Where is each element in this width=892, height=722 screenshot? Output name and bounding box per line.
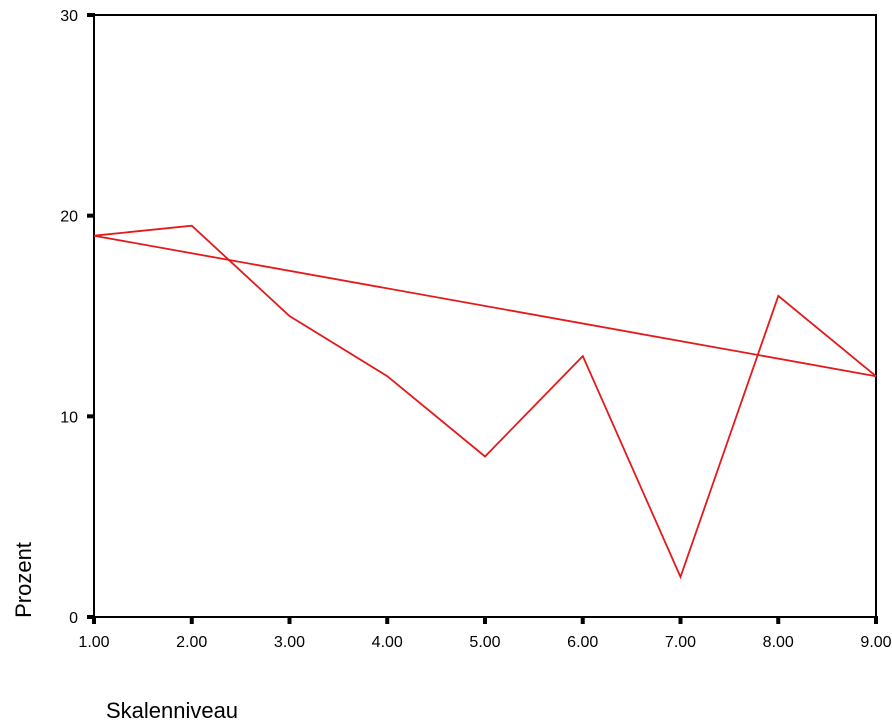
y-axis-title: Prozent — [11, 542, 36, 618]
plot-frame — [93, 14, 877, 618]
x-tick-label: 5.00 — [469, 634, 500, 651]
y-tick-label: 20 — [60, 209, 78, 226]
series-line — [93, 224, 877, 580]
x-tick-label: 7.00 — [665, 634, 696, 651]
series-layer — [93, 224, 877, 580]
y-tick-label: 30 — [60, 8, 78, 25]
x-tick-label: 9.00 — [860, 634, 891, 651]
trend-line — [93, 234, 877, 378]
x-tick-label: 8.00 — [763, 634, 794, 651]
x-tick-label: 6.00 — [567, 634, 598, 651]
y-tick-label: 10 — [60, 409, 78, 426]
ticks: 0 10 20 30 1.00 2.00 3.00 4.00 5.00 6.00 7.00 8.00 9… — [60, 8, 891, 651]
x-tick-label: 3.00 — [274, 634, 305, 651]
x-tick-label: 4.00 — [372, 634, 403, 651]
x-tick-label: 2.00 — [176, 634, 207, 651]
y-tick-label: 0 — [69, 610, 78, 627]
x-axis-title: Skalenniveau — [106, 698, 238, 722]
x-tick-label: 1.00 — [78, 634, 109, 651]
axes — [93, 14, 877, 618]
